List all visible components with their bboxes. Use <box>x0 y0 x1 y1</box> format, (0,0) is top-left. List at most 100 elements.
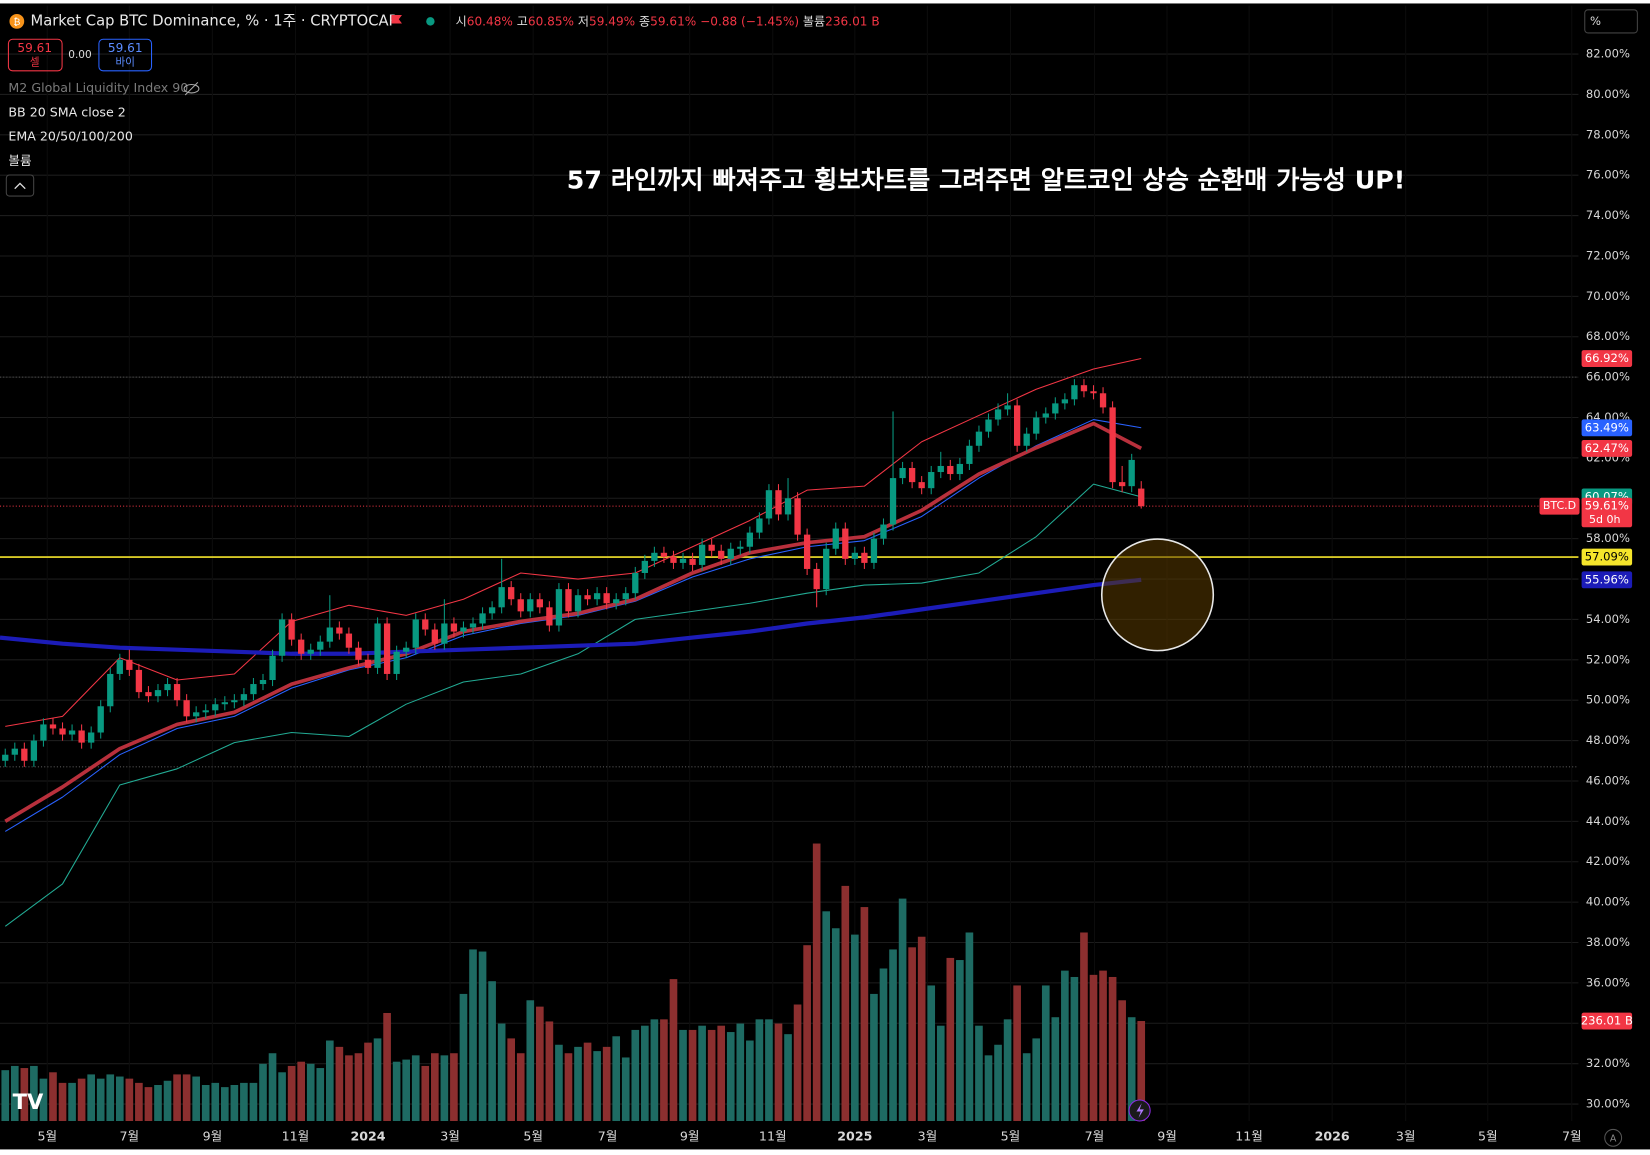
y-tick-label: 78.00% <box>1586 127 1630 141</box>
candle-body <box>1052 403 1059 414</box>
candle-body <box>813 568 820 590</box>
volume-bar <box>564 1053 573 1122</box>
auto-scale-label[interactable]: A <box>1610 1133 1617 1144</box>
hidden-icon[interactable] <box>183 83 200 94</box>
candle-body <box>193 712 200 717</box>
volume-bar <box>39 1078 48 1122</box>
candle-body <box>947 465 954 475</box>
candle-body <box>135 669 143 693</box>
brand-logo[interactable]: TV <box>13 1089 44 1114</box>
volume-bar <box>908 947 916 1122</box>
volume-bar <box>478 951 487 1122</box>
volume-key: 볼륨 <box>803 14 825 28</box>
candle-body <box>431 629 438 644</box>
volume-bar <box>650 1019 659 1122</box>
annotation: 57 라인까지 빠져주고 횡보차트를 그려주면 알트코인 상승 순환매 가능성 … <box>567 165 1405 194</box>
candle-body <box>1099 393 1107 408</box>
volume-bar <box>1108 976 1117 1122</box>
sell-label[interactable]: 셀 <box>30 56 40 68</box>
volume-bar <box>1022 1053 1031 1122</box>
volume-bar <box>746 1040 754 1122</box>
volume-bar <box>936 1025 945 1122</box>
volume-bar <box>30 1065 38 1122</box>
price-label-box <box>1581 571 1633 589</box>
candle-body <box>746 532 753 547</box>
volume-bar <box>135 1082 143 1122</box>
candle-body <box>994 409 1002 420</box>
candle-body <box>1090 391 1097 394</box>
candle-body <box>842 528 849 559</box>
price-label-box <box>1581 419 1633 437</box>
buy-price[interactable]: 59.61 <box>108 41 143 55</box>
volume-bar <box>536 1006 544 1122</box>
volume-bar <box>125 1078 134 1122</box>
candle-body <box>164 684 171 691</box>
candle-body <box>603 593 610 604</box>
candle-body <box>11 748 18 755</box>
volume-bar <box>526 1000 535 1122</box>
legend-item[interactable]: M2 Global Liquidity Index 90 <box>8 80 188 95</box>
candle-body <box>107 673 114 707</box>
unit-label[interactable]: % <box>1590 14 1601 28</box>
unit-button[interactable] <box>1584 9 1638 34</box>
volume-bar <box>431 1053 439 1122</box>
y-tick-label: 70.00% <box>1586 289 1630 303</box>
candle-body <box>374 623 381 668</box>
candle-body <box>422 619 429 630</box>
volume-bar <box>851 934 859 1122</box>
candle-body <box>269 655 276 681</box>
volume-bar <box>755 1019 764 1122</box>
volume-bar <box>870 993 878 1122</box>
buy-label[interactable]: 바이 <box>116 56 135 68</box>
flag-icon[interactable] <box>391 15 402 24</box>
candle-body <box>851 552 859 559</box>
sell-price[interactable]: 59.61 <box>17 41 52 55</box>
alert-icon <box>1136 1103 1144 1118</box>
legend-item[interactable]: 볼륨 <box>8 153 31 168</box>
y-tick-label: 50.00% <box>1586 693 1630 707</box>
candle-body <box>517 599 524 612</box>
candle-body <box>1071 385 1078 400</box>
volume-bar <box>1051 1017 1060 1122</box>
candle-body <box>1042 413 1049 418</box>
candle-body <box>59 728 66 735</box>
volume-bar <box>1041 985 1050 1122</box>
volume-bar <box>975 1025 983 1122</box>
volume-bar <box>96 1078 105 1122</box>
auto-scale-button[interactable] <box>1604 1128 1623 1147</box>
candle-body <box>2 754 9 761</box>
price-label: 57.09% <box>1585 550 1629 564</box>
candle-body <box>307 649 314 654</box>
volume-bar <box>956 960 964 1122</box>
buy-button[interactable] <box>98 38 153 72</box>
x-tick-label: 5월 <box>37 1128 57 1143</box>
candle-body <box>460 627 467 632</box>
grid-layer <box>0 5 1579 1122</box>
candle-body <box>49 724 57 729</box>
candle-body <box>479 613 486 624</box>
volume-bar <box>488 981 496 1122</box>
y-tick-label: 82.00% <box>1586 47 1630 61</box>
volume-bar <box>793 1004 802 1122</box>
y-tick-label: 52.00% <box>1586 652 1630 666</box>
legend-item[interactable]: EMA 20/50/100/200 <box>8 129 132 144</box>
ohlc-value: 59.61% <box>650 14 696 28</box>
volume-bar <box>211 1082 220 1122</box>
volume-bar <box>469 949 477 1122</box>
candle-body <box>221 702 228 705</box>
sell-button[interactable] <box>7 38 63 72</box>
candle-body <box>250 684 257 695</box>
x-tick-label: 11월 <box>759 1128 787 1143</box>
candle-body <box>536 599 543 608</box>
volume-bar <box>1127 1017 1136 1122</box>
candle-body <box>355 647 362 660</box>
coin-icon <box>9 13 25 29</box>
x-tick-label: 5월 <box>1478 1128 1498 1143</box>
volume-bar <box>297 1061 305 1122</box>
volume-bar <box>831 928 840 1122</box>
candle-body <box>317 641 324 650</box>
candle-body <box>1004 405 1011 410</box>
collapse-button[interactable] <box>5 174 35 197</box>
legend-item[interactable]: BB 20 SMA close 2 <box>8 104 125 119</box>
